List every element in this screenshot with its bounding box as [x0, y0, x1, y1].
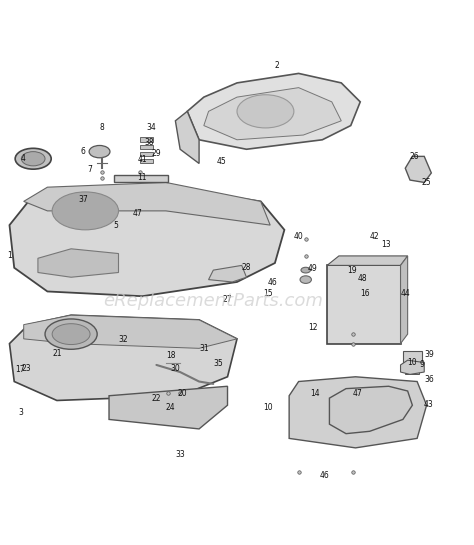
Text: 2: 2: [275, 61, 280, 70]
Bar: [140, 144, 153, 149]
Text: 31: 31: [199, 344, 209, 353]
Text: 33: 33: [175, 451, 185, 459]
Text: 6: 6: [81, 147, 85, 156]
Text: 32: 32: [118, 335, 128, 344]
Text: eReplacementParts.com: eReplacementParts.com: [103, 292, 323, 310]
Text: 30: 30: [171, 364, 180, 373]
Text: 29: 29: [152, 149, 161, 158]
Text: 42: 42: [370, 233, 379, 241]
Text: 48: 48: [358, 274, 367, 283]
Text: 41: 41: [137, 155, 147, 164]
Polygon shape: [401, 360, 424, 374]
Text: 23: 23: [21, 364, 31, 373]
Text: 10: 10: [408, 358, 417, 367]
Text: 26: 26: [410, 152, 419, 161]
Text: 22: 22: [152, 393, 161, 403]
Ellipse shape: [21, 152, 45, 166]
Text: 46: 46: [268, 278, 277, 287]
Text: 5: 5: [114, 221, 118, 229]
Text: 45: 45: [217, 156, 227, 166]
Ellipse shape: [52, 324, 90, 344]
Text: 17: 17: [15, 365, 25, 374]
Text: 37: 37: [78, 195, 88, 203]
Text: 38: 38: [145, 138, 154, 147]
Bar: [405, 365, 419, 374]
Text: 20: 20: [178, 389, 187, 398]
Text: 35: 35: [213, 359, 223, 368]
Text: 47: 47: [353, 389, 363, 398]
Text: 49: 49: [308, 264, 318, 273]
Ellipse shape: [15, 148, 51, 169]
Ellipse shape: [300, 276, 311, 283]
Ellipse shape: [89, 146, 110, 158]
Text: 39: 39: [424, 349, 434, 359]
Bar: [327, 265, 401, 343]
Polygon shape: [327, 256, 408, 265]
Text: 44: 44: [401, 289, 410, 298]
Text: 14: 14: [310, 389, 320, 398]
Text: 18: 18: [166, 351, 175, 360]
Polygon shape: [24, 315, 237, 348]
Polygon shape: [114, 175, 168, 183]
Text: 40: 40: [294, 233, 303, 241]
Polygon shape: [405, 156, 431, 183]
Ellipse shape: [45, 319, 97, 349]
Text: 34: 34: [147, 123, 156, 132]
Polygon shape: [329, 386, 412, 434]
Ellipse shape: [237, 95, 294, 128]
Text: 3: 3: [19, 408, 24, 417]
Text: 46: 46: [320, 471, 329, 480]
Polygon shape: [401, 256, 408, 343]
Text: 15: 15: [263, 289, 273, 298]
Ellipse shape: [52, 192, 118, 230]
Text: 25: 25: [422, 178, 431, 187]
Text: 13: 13: [382, 240, 391, 249]
Text: 4: 4: [20, 154, 25, 164]
Polygon shape: [24, 183, 270, 225]
Text: 1: 1: [7, 251, 12, 261]
Text: 21: 21: [52, 349, 62, 358]
Bar: [403, 351, 422, 362]
Bar: [140, 137, 153, 142]
Text: 8: 8: [100, 123, 104, 132]
Text: 47: 47: [133, 209, 142, 218]
Polygon shape: [38, 249, 118, 277]
Bar: [140, 152, 153, 156]
Text: 7: 7: [88, 165, 92, 174]
Polygon shape: [9, 187, 284, 296]
Polygon shape: [187, 74, 360, 149]
Polygon shape: [9, 315, 237, 401]
Text: 10: 10: [263, 403, 273, 412]
Bar: [140, 159, 153, 164]
Text: 24: 24: [166, 403, 175, 412]
Text: 19: 19: [347, 265, 356, 275]
Text: 28: 28: [242, 263, 251, 272]
Polygon shape: [175, 111, 199, 164]
Polygon shape: [209, 265, 246, 282]
Polygon shape: [204, 88, 341, 140]
Ellipse shape: [301, 267, 310, 273]
Text: 16: 16: [360, 289, 370, 298]
Text: 27: 27: [223, 295, 232, 305]
Text: 11: 11: [137, 173, 147, 182]
Polygon shape: [109, 386, 228, 429]
Text: 36: 36: [424, 374, 434, 384]
Text: 9: 9: [419, 360, 424, 370]
Text: 12: 12: [308, 323, 318, 331]
Text: 43: 43: [424, 400, 434, 409]
Polygon shape: [289, 377, 427, 448]
